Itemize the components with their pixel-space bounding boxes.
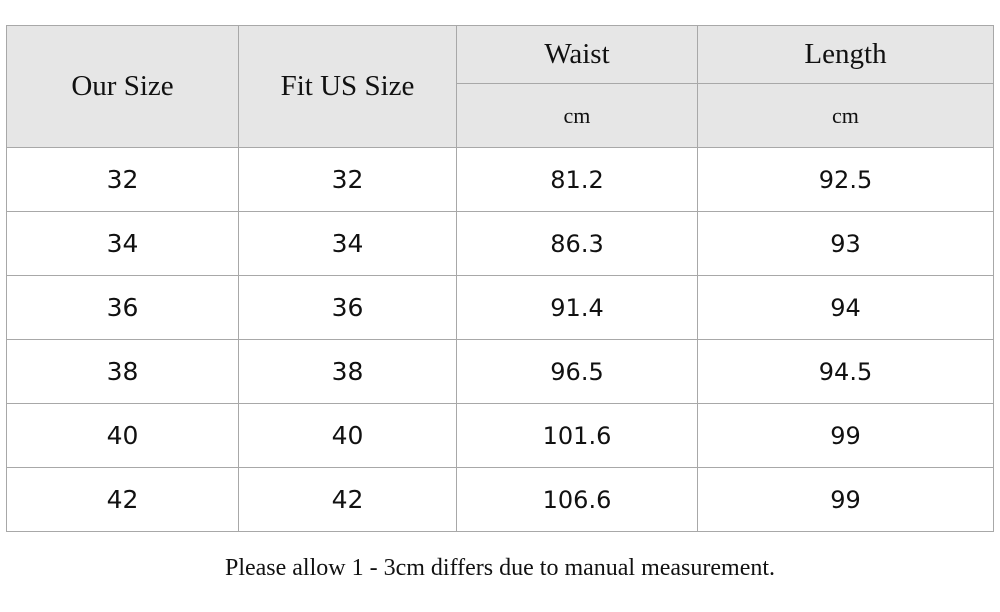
table-row: 36 36 91.4 94 (6, 275, 994, 340)
cell-our-size: 42 (6, 467, 239, 532)
header-our-size: Our Size (6, 25, 239, 148)
table-row: 32 32 81.2 92.5 (6, 147, 994, 212)
cell-waist: 106.6 (456, 467, 698, 532)
cell-fit-us-size: 38 (238, 339, 457, 404)
measurement-note: Please allow 1 - 3cm differs due to manu… (224, 555, 776, 581)
cell-length: 94.5 (697, 339, 994, 404)
table-row: 34 34 86.3 93 (6, 211, 994, 276)
cell-our-size: 38 (6, 339, 239, 404)
table-row: 38 38 96.5 94.5 (6, 339, 994, 404)
header-waist: Waist (456, 25, 698, 84)
table-row: 42 42 106.6 99 (6, 467, 994, 532)
cell-fit-us-size: 32 (238, 147, 457, 212)
table-row: 40 40 101.6 99 (6, 403, 994, 468)
cell-our-size: 36 (6, 275, 239, 340)
cell-waist: 101.6 (456, 403, 698, 468)
cell-fit-us-size: 42 (238, 467, 457, 532)
cell-length: 93 (697, 211, 994, 276)
header-row: Our Size Fit US Size Waist Length (6, 25, 994, 148)
cell-length: 99 (697, 467, 994, 532)
header-length: Length (697, 25, 994, 84)
cell-waist: 86.3 (456, 211, 698, 276)
cell-fit-us-size: 36 (238, 275, 457, 340)
cell-fit-us-size: 34 (238, 211, 457, 276)
size-chart-table: Our Size Fit US Size Waist Length cm cm … (6, 25, 994, 532)
header-length-unit: cm (697, 83, 994, 148)
cell-our-size: 32 (6, 147, 239, 212)
cell-our-size: 40 (6, 403, 239, 468)
unit-row: cm cm (7, 83, 994, 148)
header-waist-unit: cm (456, 83, 698, 148)
header-fit-us-size: Fit US Size (238, 25, 457, 148)
cell-length: 99 (697, 403, 994, 468)
cell-length: 94 (697, 275, 994, 340)
cell-waist: 81.2 (456, 147, 698, 212)
cell-length: 92.5 (697, 147, 994, 212)
cell-our-size: 34 (6, 211, 239, 276)
cell-waist: 91.4 (456, 275, 698, 340)
cell-waist: 96.5 (456, 339, 698, 404)
cell-fit-us-size: 40 (238, 403, 457, 468)
